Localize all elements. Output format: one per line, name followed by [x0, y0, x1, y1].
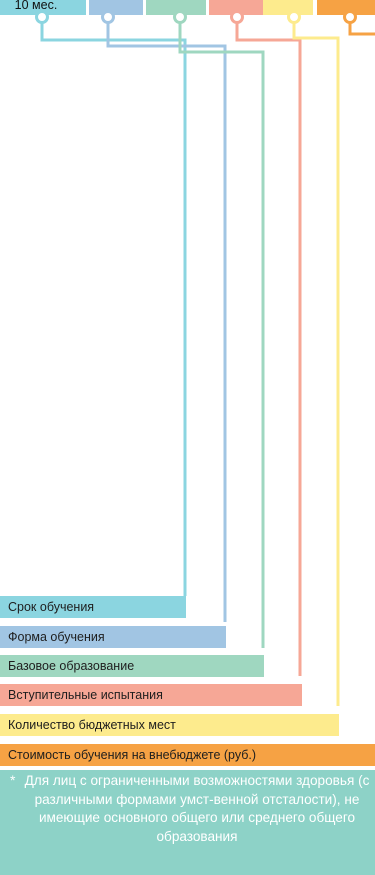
- legend-term: Срок обучения: [0, 596, 186, 618]
- legend-form-label: Форма обучения: [8, 630, 105, 644]
- tuition-cost-node: [343, 10, 357, 24]
- footnote-block: * Для лиц с ограниченными возможностями …: [0, 770, 375, 875]
- form-header-cell: [89, 0, 143, 15]
- legend-tuition-cost-label: Стоимость обучения на внебюджете (руб.): [8, 748, 257, 762]
- entrance-exams-node: [230, 10, 244, 24]
- entrance-exams-header-cell: [209, 0, 266, 15]
- entrance-exams-connector: [235, 20, 302, 676]
- legend-budget-places-label: Количество бюджетных мест: [8, 718, 176, 732]
- legend-base-education: Базовое образование: [0, 655, 264, 677]
- tuition-cost-header-cell: [317, 0, 375, 15]
- legend-entrance-exams-label: Вступительные испытания: [8, 688, 163, 702]
- footnote-text: Для лиц с ограниченными возможностями зд…: [24, 773, 370, 844]
- form-connector: [106, 20, 227, 622]
- tuition-cost-connector: [348, 20, 375, 36]
- base-education-header-cell: [146, 0, 206, 15]
- legend-tuition-cost: Стоимость обучения на внебюджете (руб.): [0, 744, 375, 766]
- budget-places-header-cell: [263, 0, 313, 15]
- legend-base-education-label: Базовое образование: [8, 659, 135, 673]
- budget-places-node: [287, 10, 301, 24]
- term-header-cell: 10 мес.: [0, 0, 86, 15]
- legend-budget-places: Количество бюджетных мест: [0, 714, 339, 736]
- legend-entrance-exams: Вступительные испытания: [0, 684, 302, 706]
- term-node: [35, 10, 49, 24]
- term-value: 10 мес.: [14, 0, 58, 12]
- term-connector: [40, 20, 187, 596]
- form-node: [101, 10, 115, 24]
- legend-form: Форма обучения: [0, 626, 226, 648]
- base-education-connector: [178, 20, 265, 648]
- footnote-marker: *: [10, 772, 16, 788]
- budget-places-connector: [292, 20, 340, 706]
- legend-term-label: Срок обучения: [8, 600, 95, 614]
- base-education-node: [173, 10, 187, 24]
